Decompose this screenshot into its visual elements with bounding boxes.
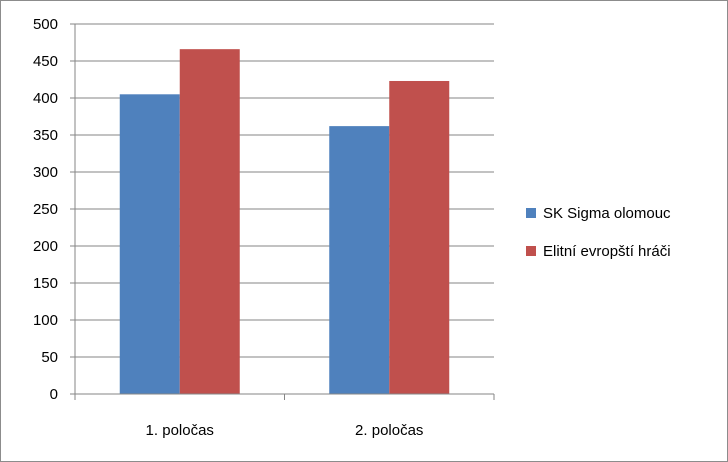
y-tick-label: 200: [33, 238, 58, 255]
bar-2-2: [389, 80, 450, 394]
x-axis-labels: 1. poločas 2. poločas: [146, 422, 424, 439]
y-tick-label: 0: [50, 386, 58, 403]
bar-1-2: [329, 126, 390, 395]
y-tick-label: 450: [33, 53, 58, 70]
legend-label: Elitní evropští hráči: [543, 242, 671, 260]
bar-1-1: [119, 94, 180, 395]
legend-item-series-2: Elitní evropští hráči: [526, 240, 671, 262]
legend-item-series-1: SK Sigma olomouc: [526, 202, 671, 224]
bar-2-1: [179, 49, 240, 394]
y-tick-label: 400: [33, 90, 58, 107]
y-tick-label: 500: [33, 16, 58, 33]
axes: [74, 24, 495, 400]
y-tick-label: 100: [33, 312, 58, 329]
legend: SK Sigma olomouc Elitní evropští hráči: [526, 202, 671, 278]
legend-swatch: [526, 246, 536, 256]
bars: [119, 49, 450, 395]
y-tick-label: 150: [33, 275, 58, 292]
y-tick-label: 250: [33, 201, 58, 218]
legend-label: SK Sigma olomouc: [543, 204, 671, 222]
x-tick-label: 2. poločas: [355, 422, 423, 439]
y-tick-label: 50: [41, 349, 58, 366]
y-tick-label: 300: [33, 164, 58, 181]
legend-swatch: [526, 208, 536, 218]
y-tick-label: 350: [33, 127, 58, 144]
y-axis-ticks: 0 50 100 150 200 250 300 350 400 450 500: [33, 16, 75, 403]
x-tick-label: 1. poločas: [146, 422, 214, 439]
